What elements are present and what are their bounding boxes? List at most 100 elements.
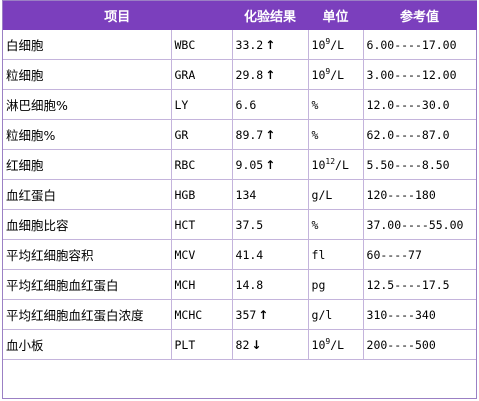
item-name: 淋巴细胞% (3, 89, 172, 120)
unit-cell: pg (307, 269, 364, 300)
item-name: 粒细胞 (3, 59, 172, 90)
table-header-row: 项目 化验结果 单位 参考值 (3, 1, 477, 30)
unit-suffix: /L (330, 337, 345, 352)
result-cell: 9.05 ↑ (231, 149, 309, 180)
item-code: GR (170, 119, 233, 150)
reference-range: 12.0----30.0 (362, 89, 477, 120)
unit-exponent: 9 (325, 36, 331, 46)
table-row: 血小板 PLT 82 ↓ 109/L 200----500 (3, 329, 477, 360)
unit-base: 10 (311, 37, 326, 52)
unit-base: g/L (311, 187, 333, 202)
arrow-up-icon: ↑ (265, 127, 276, 142)
reference-range: 37.00----55.00 (362, 209, 477, 240)
table-row: 平均红细胞血红蛋白 MCH 14.8 pg 12.5----17.5 (3, 269, 477, 300)
unit-exponent: 9 (325, 66, 331, 76)
unit-cell: g/l (307, 299, 364, 330)
unit-cell: 109/L (307, 329, 364, 360)
result-cell: 37.5 (231, 209, 309, 240)
table-row: 淋巴细胞% LY 6.6% 12.0----30.0 (3, 89, 477, 120)
unit-suffix: /L (330, 37, 345, 52)
header-reference: 参考值 (363, 1, 477, 30)
result-cell: 134 (231, 179, 309, 210)
item-name: 平均红细胞血红蛋白 (3, 269, 172, 300)
result-value: 357 (235, 307, 257, 322)
header-result: 化验结果 (232, 1, 309, 30)
unit-base: % (311, 127, 319, 142)
table-row: 平均红细胞血红蛋白浓度 MCHC 357 ↑ g/l 310----340 (3, 299, 477, 330)
unit-exponent: 12 (325, 156, 336, 166)
table-row: 平均红细胞容积 MCV 41.4 fl 60----77 (3, 239, 477, 270)
table-row: 粒细胞% GR 89.7 ↑% 62.0----87.0 (3, 119, 477, 150)
lab-result-table: 项目 化验结果 单位 参考值 白细胞 WBC 33.2 ↑ 109/L 6.00----1… (3, 1, 477, 360)
table-row: 血红蛋白 HGB 134 g/L 120----180 (3, 179, 477, 210)
unit-cell: % (307, 209, 364, 240)
result-value: 14.8 (235, 277, 264, 292)
item-code: HGB (170, 179, 233, 210)
unit-base: 10 (311, 157, 326, 172)
item-name: 平均红细胞容积 (3, 239, 172, 270)
reference-range: 12.5----17.5 (362, 269, 477, 300)
item-name: 血小板 (3, 329, 172, 360)
item-code: HCT (170, 209, 233, 240)
arrow-up-icon: ↑ (265, 157, 276, 172)
item-name: 红细胞 (3, 149, 172, 180)
result-value: 37.5 (235, 217, 264, 232)
item-name: 平均红细胞血红蛋白浓度 (3, 299, 172, 330)
unit-cell: fl (307, 239, 364, 270)
result-value: 6.6 (235, 97, 257, 112)
unit-cell: 109/L (307, 30, 364, 60)
item-name: 粒细胞% (3, 119, 172, 150)
unit-cell: g/L (307, 179, 364, 210)
unit-suffix: /L (335, 157, 349, 172)
item-name: 血红蛋白 (3, 179, 172, 210)
result-cell: 357 ↑ (231, 299, 309, 330)
result-cell: 33.2 ↑ (231, 30, 309, 60)
unit-cell: % (307, 89, 364, 120)
unit-base: pg (311, 277, 326, 292)
table-row: 红细胞 RBC 9.05 ↑ 1012/L 5.50----8.50 (3, 149, 477, 180)
arrow-up-icon: ↑ (258, 307, 269, 322)
result-cell: 82 ↓ (231, 329, 309, 360)
item-code: RBC (170, 149, 233, 180)
table-row: 白细胞 WBC 33.2 ↑ 109/L 6.00----17.00 (3, 30, 477, 60)
unit-base: g/l (311, 307, 333, 322)
arrow-up-icon: ↑ (265, 37, 276, 52)
result-value: 33.2 (235, 37, 264, 52)
unit-cell: 1012/L (307, 149, 364, 180)
unit-cell: % (307, 119, 364, 150)
result-value: 29.8 (235, 67, 264, 82)
result-value: 89.7 (235, 127, 264, 142)
item-name: 白细胞 (3, 30, 172, 60)
reference-range: 62.0----87.0 (362, 119, 477, 150)
result-value: 9.05 (235, 157, 264, 172)
item-code: GRA (170, 59, 233, 90)
result-cell: 89.7 ↑ (231, 119, 309, 150)
item-code: PLT (170, 329, 233, 360)
result-cell: 6.6 (231, 89, 309, 120)
unit-suffix: /L (330, 67, 345, 82)
unit-base: % (311, 217, 319, 232)
table-row: 粒细胞 GRA 29.8 ↑ 109/L 3.00----12.00 (3, 59, 477, 90)
item-code: WBC (170, 30, 233, 60)
item-code: MCV (170, 239, 233, 270)
result-value: 41.4 (235, 247, 264, 262)
reference-range: 310----340 (362, 299, 477, 330)
item-code: LY (170, 89, 233, 120)
header-unit: 单位 (308, 1, 364, 30)
unit-base: % (311, 97, 319, 112)
table-row: 血细胞比容 HCT 37.5% 37.00----55.00 (3, 209, 477, 240)
unit-cell: 109/L (307, 59, 364, 90)
unit-base: fl (311, 247, 326, 262)
arrow-up-icon: ↑ (265, 67, 276, 82)
reference-range: 5.50----8.50 (362, 149, 477, 180)
item-name: 血细胞比容 (3, 209, 172, 240)
result-cell: 41.4 (231, 239, 309, 270)
reference-range: 60----77 (362, 239, 477, 270)
unit-base: 10 (311, 67, 326, 82)
table-body: 白细胞 WBC 33.2 ↑ 109/L 6.00----17.00 粒细胞 GRA 29.8 ↑… (3, 30, 477, 360)
header-item: 项目 (3, 1, 233, 30)
result-value: 82 (235, 337, 250, 352)
result-cell: 14.8 (231, 269, 309, 300)
reference-range: 120----180 (362, 179, 477, 210)
